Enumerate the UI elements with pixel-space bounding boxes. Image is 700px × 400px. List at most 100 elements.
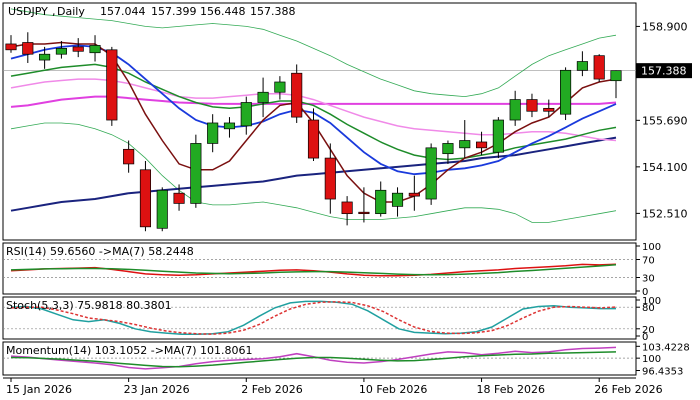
panel-title: RSI(14) 59.6560 ->MA(7) 58.2448	[6, 245, 194, 258]
time-tick-label: 23 Jan 2026	[124, 383, 190, 396]
candle[interactable]	[341, 196, 353, 226]
candle[interactable]	[55, 41, 67, 59]
candle[interactable]	[89, 35, 101, 62]
candle[interactable]	[207, 114, 219, 153]
bull-candle-body	[156, 189, 168, 229]
indicator-panels: RSI(14) 59.6560 ->MA(7) 58.2448 10070300S…	[3, 242, 690, 377]
last-price-label: 157.388	[641, 65, 687, 78]
overlay-bollinger-lower	[10, 122, 617, 223]
bear-candle-body	[5, 43, 17, 51]
time-tick-label: 26 Feb 2026	[594, 383, 662, 396]
series-rsi-ma	[10, 264, 617, 276]
candle[interactable]	[156, 187, 168, 232]
panel-tick-label: 0	[642, 287, 648, 298]
candle[interactable]	[257, 77, 269, 118]
bear-candle-body	[526, 99, 538, 112]
symbol-label: USDJPY	[8, 5, 48, 18]
bull-candle-body	[459, 140, 471, 149]
candle[interactable]	[223, 117, 236, 138]
overlay-bollinger-upper	[10, 8, 617, 98]
candle[interactable]	[173, 184, 185, 211]
overlay-ema-long-navy	[10, 136, 617, 212]
bull-candle-body	[207, 122, 219, 144]
bull-candle-body	[55, 48, 67, 55]
bull-candle-body	[492, 119, 504, 153]
candle[interactable]	[139, 161, 152, 232]
last-price-marker: 157.388	[636, 63, 692, 79]
bull-candle-body	[442, 143, 454, 155]
bull-candle-body	[425, 147, 437, 200]
candle[interactable]	[408, 175, 420, 211]
candle[interactable]	[274, 76, 286, 100]
candle[interactable]	[190, 134, 202, 208]
ohlc-open: 157.044	[100, 5, 146, 18]
candle[interactable]	[375, 181, 387, 217]
panel-tick-label: 100	[642, 242, 661, 253]
candle[interactable]	[5, 35, 17, 53]
price-tick-label: 155.690	[642, 114, 688, 127]
candle[interactable]	[291, 64, 303, 123]
candle[interactable]	[358, 187, 370, 223]
candle[interactable]	[106, 46, 118, 126]
series-stoch-d	[10, 301, 617, 335]
ohlc-low: 156.448	[200, 5, 246, 18]
candle[interactable]	[576, 51, 588, 77]
bull-candle-body	[391, 192, 404, 207]
candle[interactable]	[72, 38, 84, 58]
candle[interactable]	[560, 67, 572, 121]
candle[interactable]	[492, 117, 504, 159]
candlesticks[interactable]	[5, 32, 622, 232]
candle[interactable]	[307, 108, 320, 161]
price-header: USDJPY , Daily 157.044 157.399 156.448 1…	[8, 5, 296, 18]
candle[interactable]	[459, 120, 471, 159]
bear-candle-body	[173, 192, 185, 204]
candle[interactable]	[123, 140, 135, 173]
time-axis: 15 Jan 2026 23 Jan 2026 2 Feb 2026 10 Feb 2…	[3, 377, 663, 396]
candle[interactable]	[543, 99, 555, 118]
candle[interactable]	[324, 143, 336, 214]
candle[interactable]	[509, 90, 521, 126]
price-axis: 158.900 155.690 154.100 152.510	[636, 20, 688, 220]
bear-candle-body	[475, 141, 488, 149]
panel-tick-label: 96.4353	[642, 366, 683, 377]
candle[interactable]	[391, 187, 404, 217]
candle[interactable]	[442, 140, 454, 164]
panel-tick-label: 70	[642, 256, 655, 267]
price-tick-label: 152.510	[642, 207, 688, 220]
candle[interactable]	[526, 93, 538, 118]
bear-candle-body	[22, 42, 34, 55]
candle[interactable]	[22, 32, 34, 63]
bear-candle-body	[324, 157, 336, 200]
bull-candle-body	[274, 81, 286, 93]
candle[interactable]	[610, 70, 622, 99]
bull-candle-body	[257, 91, 269, 103]
price-tick-label: 158.900	[642, 20, 688, 33]
ohlc-high: 157.399	[151, 5, 197, 18]
candle[interactable]	[425, 143, 437, 205]
bull-candle-body	[39, 53, 51, 61]
price-tick-label: 154.100	[642, 161, 688, 174]
timeframe-label: Daily	[57, 5, 85, 18]
time-tick-label: 2 Feb 2026	[241, 383, 302, 396]
candle[interactable]	[39, 46, 51, 69]
bear-candle-body	[593, 55, 605, 80]
candle[interactable]	[475, 131, 488, 156]
svg-text:,: ,	[52, 5, 56, 18]
panel-title: Stoch(5,3,3) 75.9818 80.3801	[6, 299, 172, 312]
main-panel-frame	[2, 2, 637, 241]
bear-candle-body	[408, 192, 420, 197]
bear-candle-body	[543, 107, 555, 112]
candle[interactable]	[240, 96, 252, 135]
ohlc-close: 157.388	[250, 5, 296, 18]
panel-frames	[2, 2, 637, 376]
candle[interactable]	[593, 54, 605, 82]
bear-candle-body	[358, 211, 370, 215]
time-tick-label: 10 Feb 2026	[359, 383, 427, 396]
bull-candle-body	[89, 45, 101, 54]
bull-candle-body	[375, 189, 387, 215]
bear-candle-body	[139, 169, 152, 228]
bull-candle-body	[576, 61, 588, 71]
panel-tick-label: 20	[642, 325, 655, 336]
